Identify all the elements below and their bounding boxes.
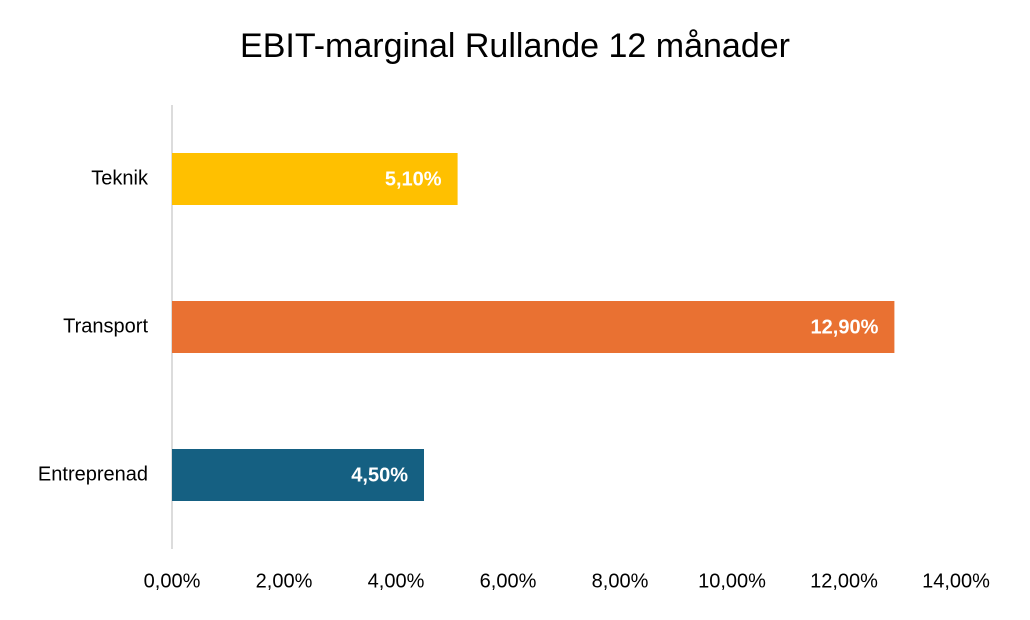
value-label: 4,50%: [351, 464, 408, 486]
x-tick-label: 6,00%: [480, 570, 537, 592]
chart-title: EBIT-marginal Rullande 12 månader: [240, 27, 790, 65]
y-tick-label: Teknik: [91, 167, 149, 189]
bar: [172, 449, 424, 501]
bar: [172, 153, 458, 205]
y-tick-label: Entreprenad: [38, 463, 148, 485]
x-tick-label: 10,00%: [698, 570, 766, 592]
x-tick-label: 14,00%: [922, 570, 990, 592]
x-tick-label: 2,00%: [256, 570, 313, 592]
value-label: 5,10%: [385, 168, 442, 190]
x-tick-label: 0,00%: [144, 570, 201, 592]
value-label: 12,90%: [811, 316, 879, 338]
x-tick-label: 4,00%: [368, 570, 425, 592]
x-tick-label: 12,00%: [810, 570, 878, 592]
bar: [172, 301, 895, 353]
x-tick-label: 8,00%: [592, 570, 649, 592]
y-tick-label: Transport: [63, 315, 148, 337]
